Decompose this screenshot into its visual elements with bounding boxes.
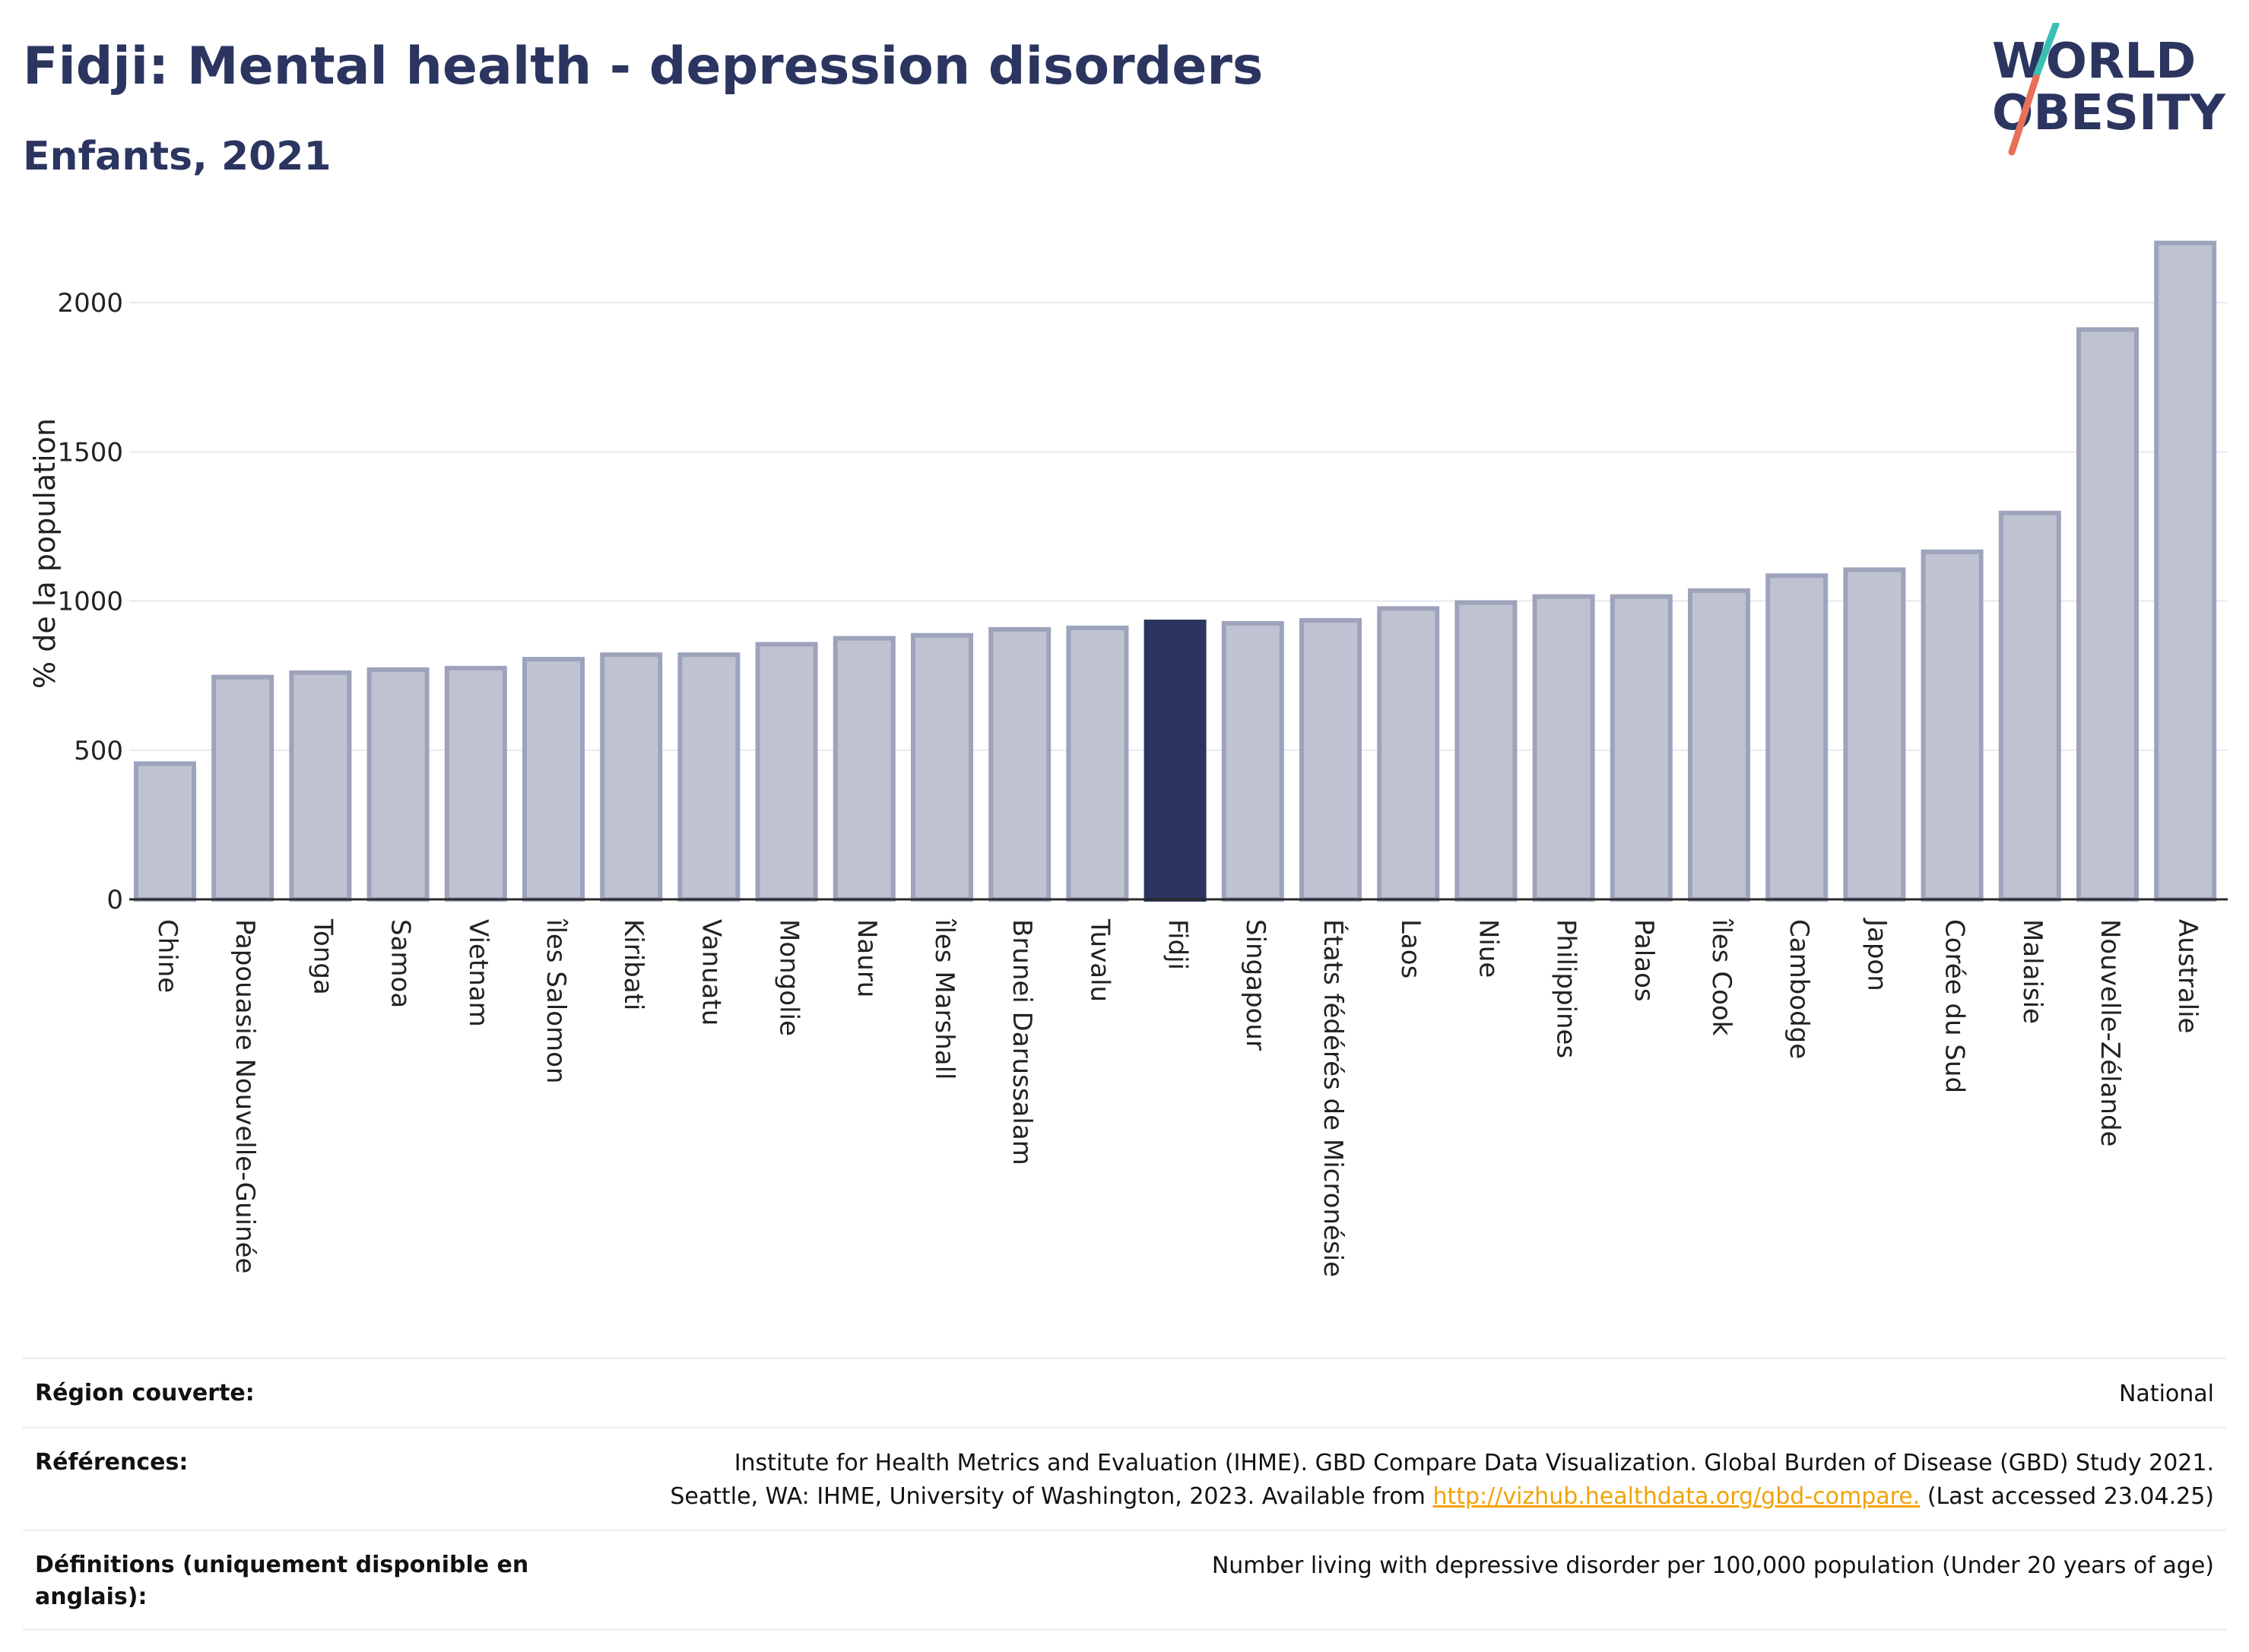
y-tick-label: 0: [106, 885, 123, 915]
bar[interactable]: [1377, 606, 1440, 902]
y-tick-label: 500: [74, 736, 123, 766]
bar[interactable]: [911, 633, 973, 902]
category-label: Papouasie Nouvelle-Guinée: [230, 919, 260, 1273]
definitions-label: Définitions (uniquement disponible en an…: [35, 1552, 529, 1610]
info-row-references: Références: Institute for Health Metrics…: [23, 1426, 2226, 1529]
bar[interactable]: [988, 626, 1052, 902]
bar[interactable]: [134, 761, 196, 902]
category-labels: Chine Papouasie Nouvelle-Guinée Tonga Samoa…: [152, 918, 2203, 1277]
bars: [134, 240, 2217, 902]
category-label: Singapour: [1240, 919, 1270, 1051]
category-label: Malaisie: [2017, 919, 2048, 1024]
category-label: Tonga: [307, 918, 338, 995]
category-label: Laos: [1395, 919, 1426, 978]
bar-chart: 0 500 1000 1500 2000 Chine Papouasie Nouvelle…: [28, 240, 2228, 1277]
bar-highlighted[interactable]: [1144, 620, 1207, 902]
category-label: îles Salomon: [541, 918, 571, 1083]
y-tick-label: 1000: [57, 587, 123, 617]
bar[interactable]: [1921, 549, 1984, 902]
bar[interactable]: [1998, 510, 2061, 902]
bar[interactable]: [289, 670, 352, 902]
bar[interactable]: [366, 667, 430, 902]
bar[interactable]: [1765, 573, 1829, 902]
region-label: Région couverte:: [35, 1380, 255, 1406]
category-label: Kiribati: [618, 919, 649, 1010]
bar[interactable]: [2076, 327, 2139, 902]
y-tick-labels: 0 500 1000 1500 2000: [57, 288, 123, 915]
category-label: Vanuatu: [696, 919, 726, 1026]
category-label: Palaos: [1629, 919, 1659, 1002]
bar[interactable]: [1688, 588, 1750, 902]
references-value: Institute for Health Metrics and Evaluat…: [670, 1447, 2214, 1514]
bar[interactable]: [522, 657, 585, 902]
world-obesity-logo: WORLD OBESITY: [1992, 23, 2225, 156]
category-label: îles Marshall: [929, 918, 960, 1080]
bar[interactable]: [1610, 594, 1673, 902]
category-label: Japon: [1861, 918, 1892, 991]
category-label: Philippines: [1551, 919, 1581, 1058]
info-row-region: Région couverte: National: [23, 1357, 2226, 1426]
bar[interactable]: [1843, 567, 1906, 902]
category-label: États fédérés de Micronésie: [1318, 919, 1349, 1277]
category-label: Chine: [152, 919, 182, 993]
bar[interactable]: [755, 642, 818, 902]
category-label: îles Cook: [1706, 918, 1737, 1036]
category-label: Nouvelle-Zélande: [2095, 919, 2125, 1146]
bar[interactable]: [677, 652, 741, 902]
bar[interactable]: [1221, 620, 1284, 902]
category-label: Vietnam: [463, 919, 493, 1027]
category-label: Corée du Sud: [1940, 919, 1970, 1093]
logo-word-world: WORLD: [1992, 33, 2196, 90]
bar[interactable]: [833, 636, 896, 902]
logo-slash-top: [2032, 23, 2060, 80]
page-title: Fidji: Mental health - depression disord…: [23, 36, 1264, 97]
category-label: Fidji: [1163, 919, 1193, 970]
region-value: National: [2118, 1381, 2214, 1407]
info-row-definitions: Définitions (uniquement disponible en an…: [23, 1529, 2226, 1631]
logo-slash-bottom: [2008, 74, 2040, 156]
category-label: Niue: [1473, 919, 1503, 978]
references-line2-post: (Last accessed 23.04.25): [1920, 1483, 2214, 1510]
bar[interactable]: [444, 665, 507, 902]
category-label: Cambodge: [1784, 919, 1814, 1059]
bar[interactable]: [2154, 240, 2217, 902]
page-subtitle: Enfants, 2021: [23, 134, 331, 179]
info-panel: Région couverte: National Références: In…: [23, 1357, 2226, 1631]
category-label: Brunei Darussalam: [1007, 919, 1037, 1165]
bar[interactable]: [1066, 625, 1129, 902]
bar[interactable]: [211, 674, 274, 902]
category-label: Australie: [2172, 919, 2203, 1033]
bar[interactable]: [600, 652, 663, 902]
y-axis-title: % de la population: [28, 418, 62, 689]
references-link[interactable]: http://vizhub.healthdata.org/gbd-compare…: [1432, 1483, 1921, 1510]
category-label: Mongolie: [774, 919, 804, 1036]
y-tick-label: 2000: [57, 288, 123, 319]
category-label: Tuvalu: [1084, 918, 1115, 1002]
category-label: Samoa: [385, 919, 416, 1008]
bar[interactable]: [1532, 594, 1595, 902]
y-tick-label: 1500: [57, 437, 123, 468]
definitions-value: Number living with depressive disorder p…: [1211, 1552, 2214, 1579]
bar[interactable]: [1299, 618, 1362, 902]
category-label: Nauru: [852, 919, 882, 997]
references-line2-pre: Seattle, WA: IHME, University of Washing…: [670, 1483, 1433, 1510]
references-line1: Institute for Health Metrics and Evaluat…: [734, 1450, 2214, 1476]
references-label: Références:: [35, 1449, 189, 1476]
bar[interactable]: [1454, 600, 1518, 902]
